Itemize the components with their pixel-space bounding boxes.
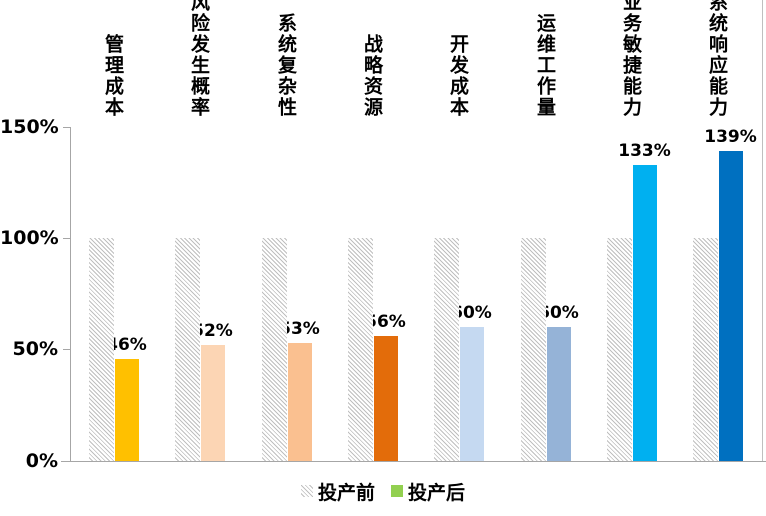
category-label: 战略资源 bbox=[361, 34, 383, 118]
legend-item-after: 投产后 bbox=[391, 478, 465, 505]
bar-after-production bbox=[199, 345, 225, 461]
plot-area: 管理成本 46% 风险发生概率 52% 系统复杂性 53% 战略资源 56% 开… bbox=[70, 0, 766, 461]
category-label: 管理成本 bbox=[102, 34, 124, 118]
category-label: 系统响应能力 bbox=[706, 0, 728, 118]
bar-pair bbox=[588, 165, 675, 461]
category-group: 运维工作量 60% bbox=[502, 0, 589, 461]
bar-after-production bbox=[372, 336, 398, 461]
value-label: 46% bbox=[106, 335, 147, 355]
legend-label-after: 投产后 bbox=[408, 481, 466, 504]
category-group: 业务敏捷能力 133% bbox=[588, 0, 675, 461]
bar-after-production bbox=[631, 165, 657, 461]
category-group: 开发成本 60% bbox=[415, 0, 502, 461]
bar-before-production bbox=[520, 238, 546, 461]
bar-pair bbox=[243, 238, 330, 461]
bar-after-production bbox=[545, 327, 571, 461]
y-tick bbox=[63, 238, 70, 239]
y-tick-label-100: 100% bbox=[0, 227, 59, 249]
category-label: 风险发生概率 bbox=[188, 0, 210, 118]
legend: 投产前 投产后 bbox=[0, 478, 766, 505]
bar-before-production bbox=[174, 238, 200, 461]
bar-pair bbox=[674, 151, 761, 461]
bar-before-production bbox=[88, 238, 114, 461]
y-tick bbox=[63, 349, 70, 350]
legend-swatch-green-icon bbox=[391, 485, 403, 497]
value-label: 139% bbox=[704, 127, 757, 147]
category-label: 运维工作量 bbox=[534, 13, 556, 118]
category-label: 业务敏捷能力 bbox=[620, 0, 642, 118]
bar-before-production bbox=[692, 238, 718, 461]
plot-right-border bbox=[762, 0, 763, 461]
bar-pair bbox=[415, 238, 502, 461]
x-axis-line bbox=[61, 461, 766, 462]
legend-item-before: 投产前 bbox=[300, 478, 375, 505]
bar-before-production bbox=[606, 238, 632, 461]
bar-before-production bbox=[261, 238, 287, 461]
legend-label-before: 投产前 bbox=[317, 481, 375, 504]
bar-pair bbox=[502, 238, 589, 461]
category-group: 风险发生概率 52% bbox=[156, 0, 243, 461]
category-group: 战略资源 56% bbox=[329, 0, 416, 461]
bar-after-production bbox=[458, 327, 484, 461]
value-label: 60% bbox=[538, 303, 579, 323]
category-group: 管理成本 46% bbox=[70, 0, 157, 461]
bar-after-production bbox=[286, 343, 312, 461]
bar-before-production bbox=[347, 238, 373, 461]
y-tick-label-0: 0% bbox=[25, 450, 58, 472]
bar-after-production bbox=[113, 359, 139, 461]
category-group: 系统复杂性 53% bbox=[243, 0, 330, 461]
y-tick bbox=[63, 127, 70, 128]
bar-pair bbox=[156, 238, 243, 461]
bar-pair bbox=[70, 238, 157, 461]
bar-before-production bbox=[433, 238, 459, 461]
legend-swatch-hatched-icon bbox=[300, 485, 313, 497]
y-tick-label-50: 50% bbox=[12, 338, 58, 360]
category-label: 系统复杂性 bbox=[275, 13, 297, 118]
value-label: 56% bbox=[365, 312, 406, 332]
value-label: 133% bbox=[618, 141, 671, 161]
y-axis-line bbox=[70, 127, 71, 462]
value-label: 60% bbox=[451, 303, 492, 323]
value-label: 53% bbox=[279, 319, 320, 339]
bar-pair bbox=[329, 238, 416, 461]
value-label: 52% bbox=[192, 321, 233, 341]
category-group: 系统响应能力 139% bbox=[674, 0, 761, 461]
y-tick-label-150: 150% bbox=[0, 116, 59, 138]
bar-after-production bbox=[717, 151, 743, 461]
category-label: 开发成本 bbox=[447, 34, 469, 118]
